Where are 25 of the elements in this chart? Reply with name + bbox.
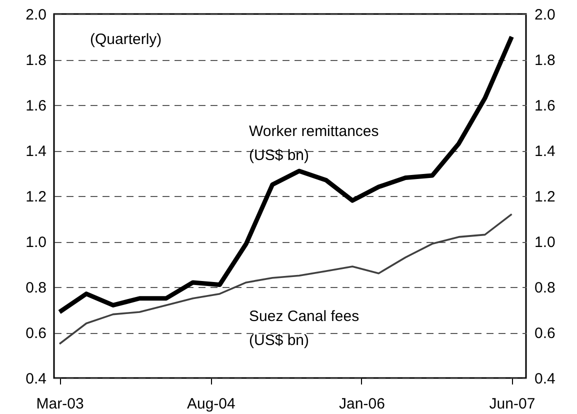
y2-tick-label: 2.0	[534, 6, 556, 24]
y2-tick-label: 0.6	[534, 325, 556, 342]
y2-tick-label: 1.0	[534, 234, 556, 251]
y2-tick-label: 1.2	[534, 188, 556, 206]
y2-tick-label: 1.8	[534, 52, 556, 69]
y2-tick-label: 0.4	[534, 370, 556, 388]
y-tick-label: 0.6	[26, 325, 46, 342]
x-tick-label: Jun-07	[489, 396, 536, 412]
y-tick-label: 1.8	[26, 52, 46, 69]
y-tick-label: 1.6	[26, 98, 46, 114]
series-label: Suez Canal fees (US$ bn)	[249, 308, 360, 349]
y-tick-label: 1.0	[26, 234, 46, 251]
y-tick-label: 0.4	[26, 370, 46, 388]
y-tick-label: 0.8	[26, 280, 46, 296]
y-tick-label: 2.0	[26, 6, 46, 24]
y2-tick-label: 1.6	[534, 98, 556, 114]
series-label: Worker remittances (US$ bn)	[249, 123, 379, 164]
y-tick-label: 1.2	[26, 188, 46, 206]
y-tick-label: 1.4	[26, 143, 46, 160]
annotation: (Quarterly)	[90, 31, 162, 48]
y2-tick-label: 0.8	[534, 280, 556, 296]
y2-tick-label: 1.4	[534, 143, 556, 160]
x-tick-label: Aug-04	[186, 396, 236, 412]
x-tick-label: Mar-03	[36, 396, 84, 412]
x-tick-label: Jan-06	[339, 396, 385, 412]
